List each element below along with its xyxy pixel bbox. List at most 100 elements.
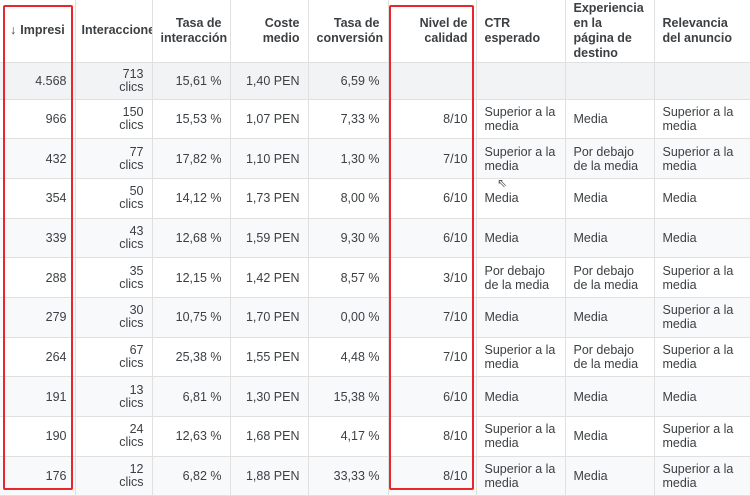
cell-expected-ctr: Media: [476, 376, 566, 417]
header-label: Impresi: [20, 23, 65, 38]
column-header-ad-relevance[interactable]: Relevancia del anuncio: [654, 0, 750, 63]
cell-interactions: 13 clics: [75, 376, 153, 417]
cell-interactions: 150 clics: [75, 99, 153, 140]
cell-interaction-rate: 15,61 %: [152, 62, 231, 100]
cell-interaction-rate: 12,15 %: [152, 257, 231, 298]
cell-avg-cost: 1,40 PEN: [230, 62, 309, 100]
cell-conversion-rate: 8,00 %: [308, 178, 389, 219]
table-row[interactable]: 190 24 clics 12,63 % 1,68 PEN 4,17 % 8/10 Super…: [0, 416, 750, 457]
cell-avg-cost: 1,55 PEN: [230, 337, 309, 378]
cell-landing-page-experience: Media: [565, 99, 655, 140]
cell-ad-relevance: Superior a la media: [654, 456, 750, 496]
cell-interactions: 35 clics: [75, 257, 153, 298]
interactions-unit: clics: [119, 117, 144, 132]
interactions-unit: clics: [119, 79, 144, 94]
cell-expected-ctr: Superior a la media: [476, 138, 566, 179]
table-row[interactable]: 339 43 clics 12,68 % 1,59 PEN 9,30 % 6/10 Media…: [0, 218, 750, 259]
cell-expected-ctr: Superior a la media: [476, 456, 566, 496]
cell-impressions: 4.568: [0, 62, 76, 100]
interactions-count: 713: [122, 66, 144, 81]
column-header-expected-ctr[interactable]: CTR esperado: [476, 0, 566, 63]
cell-landing-page-experience: Media: [565, 178, 655, 219]
cell-ad-relevance: Superior a la media: [654, 99, 750, 140]
cell-ad-relevance: [654, 62, 750, 100]
cell-quality-score: 8/10: [388, 416, 477, 457]
cell-interactions: 30 clics: [75, 297, 153, 338]
cell-interactions: 43 clics: [75, 218, 153, 259]
cell-expected-ctr: Superior a la media: [476, 337, 566, 378]
interactions-count: 35: [129, 263, 144, 278]
cell-interaction-rate: 6,82 %: [152, 456, 231, 496]
table-row[interactable]: 191 13 clics 6,81 % 1,30 PEN 15,38 % 6/10 Media…: [0, 376, 750, 417]
table-row[interactable]: 176 12 clics 6,82 % 1,88 PEN 33,33 % 8/10 Super…: [0, 456, 750, 496]
cell-interaction-rate: 17,82 %: [152, 138, 231, 179]
cell-avg-cost: 1,10 PEN: [230, 138, 309, 179]
header-row: ↓ Impresi Interaccione Tasa de interacció…: [0, 0, 750, 63]
cell-landing-page-experience: Media: [565, 416, 655, 457]
table-row[interactable]: 354 50 clics 14,12 % 1,73 PEN 8,00 % 6/10 Media…: [0, 178, 750, 219]
column-header-interaction-rate[interactable]: Tasa de interacción: [152, 0, 231, 63]
cell-ad-relevance: Media: [654, 376, 750, 417]
cell-conversion-rate: 33,33 %: [308, 456, 389, 496]
cell-ad-relevance: Superior a la media: [654, 416, 750, 457]
interactions-count: 150: [122, 104, 144, 119]
table-row[interactable]: 966 150 clics 15,53 % 1,07 PEN 7,33 % 8/10 Supe…: [0, 99, 750, 140]
cell-impressions: 190: [0, 416, 76, 457]
cell-quality-score: 8/10: [388, 99, 477, 140]
cell-avg-cost: 1,30 PEN: [230, 376, 309, 417]
cell-ad-relevance: Superior a la media: [654, 297, 750, 338]
interactions-unit: clics: [119, 475, 144, 490]
cell-expected-ctr: Por debajo de la media: [476, 257, 566, 298]
table-row[interactable]: 288 35 clics 12,15 % 1,42 PEN 8,57 % 3/10 Por d…: [0, 257, 750, 298]
cell-interactions: 50 clics: [75, 178, 153, 219]
cell-interaction-rate: 12,68 %: [152, 218, 231, 259]
cell-landing-page-experience: Media: [565, 376, 655, 417]
table-row[interactable]: 279 30 clics 10,75 % 1,70 PEN 0,00 % 7/10 Media…: [0, 297, 750, 338]
cell-conversion-rate: 7,33 %: [308, 99, 389, 140]
interactions-count: 30: [129, 303, 144, 318]
column-header-landing-page-experience[interactable]: Experiencia en la página de destino: [565, 0, 655, 63]
cell-expected-ctr: Media: [476, 297, 566, 338]
cell-conversion-rate: 4,48 %: [308, 337, 389, 378]
column-header-quality-score[interactable]: Nivel de calidad: [388, 0, 477, 63]
interactions-unit: clics: [119, 197, 144, 212]
cell-interactions: 24 clics: [75, 416, 153, 457]
cell-landing-page-experience: Media: [565, 218, 655, 259]
interactions-unit: clics: [119, 276, 144, 291]
sort-descending-icon: ↓: [10, 23, 17, 38]
cell-interaction-rate: 12,63 %: [152, 416, 231, 457]
interactions-unit: clics: [119, 316, 144, 331]
cell-expected-ctr: [476, 62, 566, 100]
interactions-count: 50: [129, 184, 144, 199]
interactions-unit: clics: [119, 236, 144, 251]
cell-landing-page-experience: Por debajo de la media: [565, 257, 655, 298]
cell-interactions: 713 clics: [75, 62, 153, 100]
cell-impressions: 288: [0, 257, 76, 298]
column-header-conversion-rate[interactable]: Tasa de conversión: [308, 0, 389, 63]
cell-conversion-rate: 6,59 %: [308, 62, 389, 100]
cell-quality-score: 8/10: [388, 456, 477, 496]
cell-landing-page-experience: Media: [565, 297, 655, 338]
interactions-count: 67: [129, 342, 144, 357]
cell-avg-cost: 1,73 PEN: [230, 178, 309, 219]
interactions-count: 43: [129, 223, 144, 238]
table-row[interactable]: 432 77 clics 17,82 % 1,10 PEN 1,30 % 7/10 Super…: [0, 138, 750, 179]
table-row[interactable]: 264 67 clics 25,38 % 1,55 PEN 4,48 % 7/10 Super…: [0, 337, 750, 378]
cell-impressions: 354: [0, 178, 76, 219]
cell-ad-relevance: Superior a la media: [654, 257, 750, 298]
cell-interactions: 67 clics: [75, 337, 153, 378]
interactions-unit: clics: [119, 355, 144, 370]
cell-quality-score: 6/10: [388, 218, 477, 259]
column-header-avg-cost[interactable]: Coste medio: [230, 0, 309, 63]
cell-conversion-rate: 8,57 %: [308, 257, 389, 298]
interactions-unit: clics: [119, 435, 144, 450]
total-row: 4.568 713 clics 15,61 % 1,40 PEN 6,59 %: [0, 62, 750, 100]
column-header-impressions[interactable]: ↓ Impresi: [0, 0, 76, 63]
interactions-unit: clics: [119, 395, 144, 410]
cell-expected-ctr: Media: [476, 178, 566, 219]
cell-landing-page-experience: Media: [565, 456, 655, 496]
cell-expected-ctr: Superior a la media: [476, 416, 566, 457]
cell-conversion-rate: 4,17 %: [308, 416, 389, 457]
cell-avg-cost: 1,42 PEN: [230, 257, 309, 298]
column-header-interactions[interactable]: Interaccione: [75, 0, 153, 63]
